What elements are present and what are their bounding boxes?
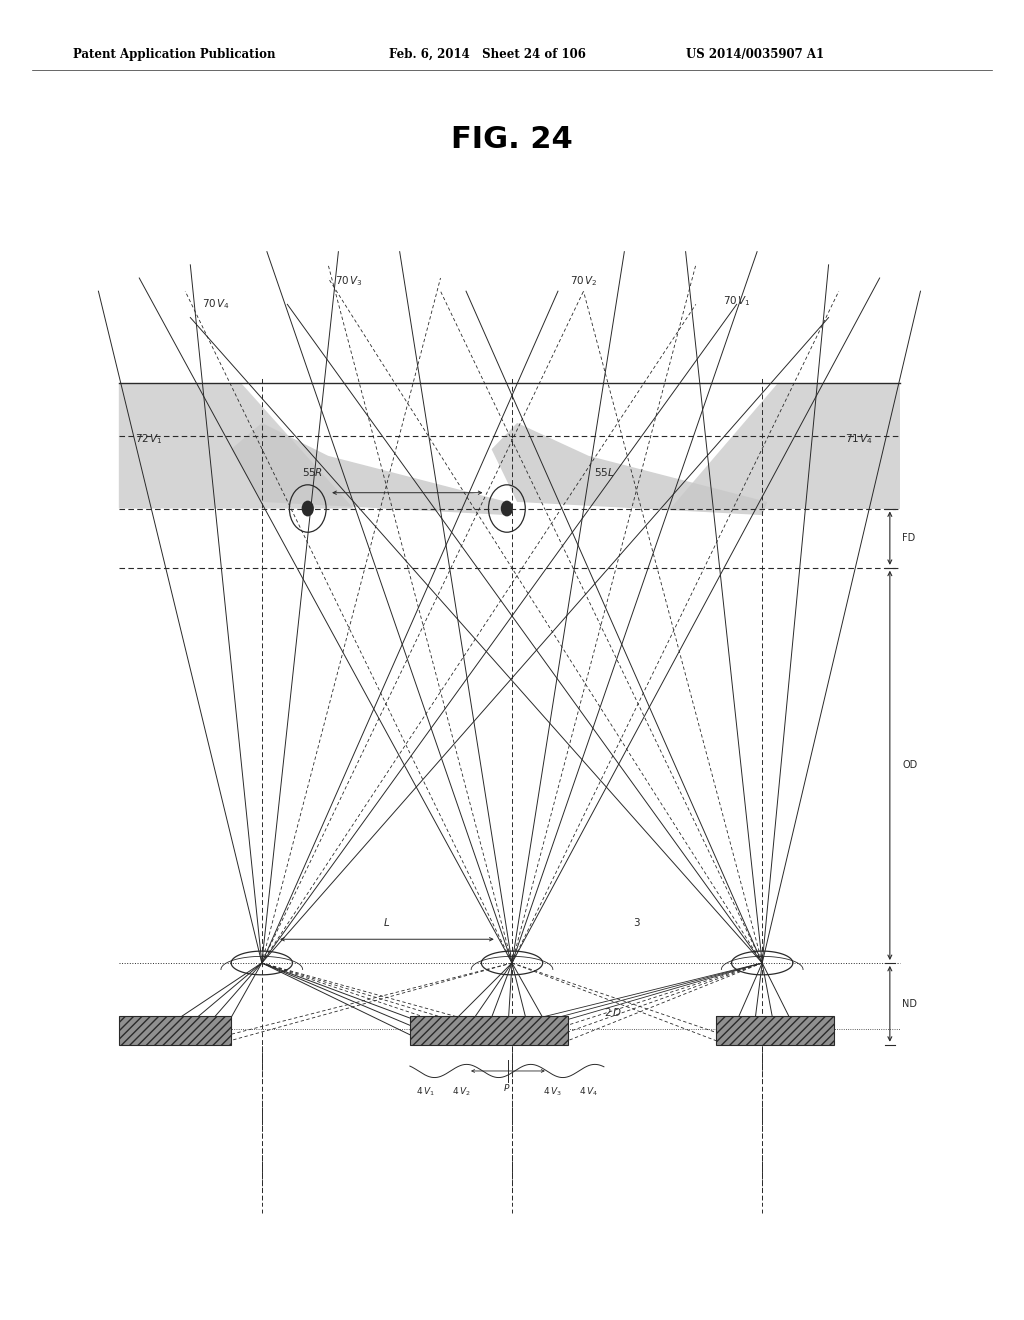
Bar bbox=[716, 1015, 834, 1044]
Text: ND: ND bbox=[902, 999, 918, 1008]
Text: $70\,V_3$: $70\,V_3$ bbox=[335, 275, 362, 288]
Text: $2\,D$: $2\,D$ bbox=[604, 1006, 622, 1018]
Text: OD: OD bbox=[902, 760, 918, 771]
Circle shape bbox=[302, 500, 314, 516]
Text: Patent Application Publication: Patent Application Publication bbox=[73, 48, 275, 61]
Text: US 2014/0035907 A1: US 2014/0035907 A1 bbox=[686, 48, 823, 61]
Text: FD: FD bbox=[902, 533, 915, 543]
Text: $4\,V_2$: $4\,V_2$ bbox=[452, 1085, 470, 1098]
Polygon shape bbox=[119, 383, 353, 508]
Bar bbox=[410, 1015, 568, 1044]
Text: $72\,V_1$: $72\,V_1$ bbox=[135, 433, 164, 446]
Bar bbox=[716, 1015, 834, 1044]
Text: $70\,V_2$: $70\,V_2$ bbox=[569, 275, 597, 288]
Text: $L$: $L$ bbox=[383, 916, 390, 928]
Text: $4\,V_1$: $4\,V_1$ bbox=[416, 1085, 434, 1098]
Text: $70\,V_1$: $70\,V_1$ bbox=[723, 294, 751, 308]
Polygon shape bbox=[492, 422, 767, 515]
Text: $4\,V_3$: $4\,V_3$ bbox=[544, 1085, 562, 1098]
Polygon shape bbox=[231, 422, 507, 515]
Text: FIG. 24: FIG. 24 bbox=[452, 125, 572, 154]
Text: Feb. 6, 2014   Sheet 24 of 106: Feb. 6, 2014 Sheet 24 of 106 bbox=[389, 48, 587, 61]
Polygon shape bbox=[671, 383, 900, 508]
Bar bbox=[119, 1015, 231, 1044]
Text: $4\,V_4$: $4\,V_4$ bbox=[580, 1085, 598, 1098]
Text: $P$: $P$ bbox=[503, 1081, 511, 1093]
Text: $55L$: $55L$ bbox=[594, 466, 614, 478]
Text: $55R$: $55R$ bbox=[302, 466, 324, 478]
Bar bbox=[119, 1015, 231, 1044]
Text: $3$: $3$ bbox=[633, 916, 641, 928]
Bar bbox=[410, 1015, 568, 1044]
Text: $71\,V_4$: $71\,V_4$ bbox=[845, 433, 873, 446]
Text: $70\,V_4$: $70\,V_4$ bbox=[202, 297, 230, 310]
Circle shape bbox=[501, 500, 513, 516]
